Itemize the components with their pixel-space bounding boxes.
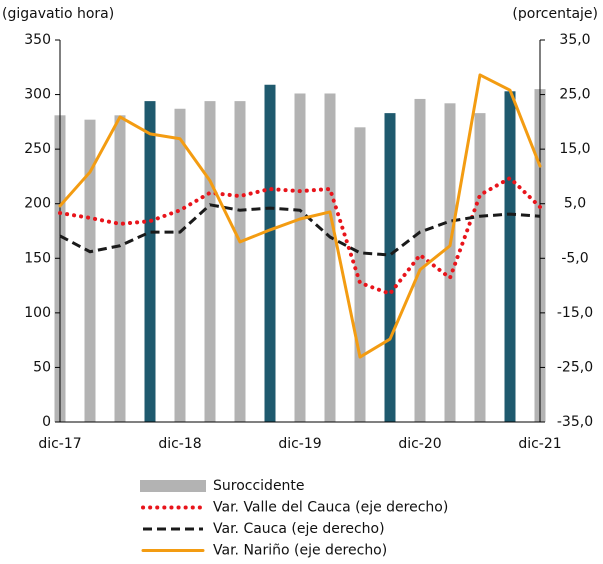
- y2-tick-label: -35,0: [557, 414, 593, 430]
- bar: [234, 101, 246, 423]
- y2-tick-label: 35,0: [559, 32, 590, 48]
- x-tick-label: dic-21: [518, 436, 561, 452]
- x-tick-label: dic-17: [38, 436, 81, 452]
- bar: [504, 91, 516, 422]
- legend-label: Suroccidente: [213, 478, 305, 494]
- bar: [174, 108, 186, 422]
- bar: [384, 113, 396, 422]
- y2-axis-title: (porcentaje): [512, 6, 598, 22]
- y2-tick-label: 5,0: [564, 196, 586, 212]
- y-tick-label: 250: [24, 141, 51, 157]
- y-tick-label: 350: [24, 32, 51, 48]
- y-tick-label: 300: [24, 87, 51, 103]
- y-tick-label: 200: [24, 196, 51, 212]
- y2-tick-label: -25,0: [557, 359, 593, 375]
- bar: [294, 93, 306, 422]
- x-tick-label: dic-20: [398, 436, 441, 452]
- bar: [324, 93, 336, 422]
- legend-label: Var. Valle del Cauca (eje derecho): [213, 500, 448, 516]
- legend-label: Var. Nariño (eje derecho): [213, 543, 387, 559]
- line-series: [58, 176, 542, 296]
- y-tick-label: 150: [24, 250, 51, 266]
- y2-tick-label: 25,0: [559, 87, 590, 103]
- y-tick-label: 50: [33, 359, 51, 375]
- y-tick-label: 100: [24, 305, 51, 321]
- bar: [114, 115, 126, 423]
- x-tick-label: dic-19: [278, 436, 321, 452]
- bar: [264, 84, 276, 423]
- bar: [474, 113, 486, 422]
- y2-tick-label: -15,0: [557, 305, 593, 321]
- bar: [84, 119, 96, 422]
- line-series: [58, 73, 542, 359]
- x-tick-label: dic-18: [158, 436, 201, 452]
- bar: [444, 103, 456, 422]
- bar: [144, 101, 156, 423]
- legend-label: Var. Cauca (eje derecho): [213, 521, 385, 537]
- legend-swatch: [140, 480, 206, 492]
- y2-tick-label: 15,0: [559, 141, 590, 157]
- line-series: [59, 203, 541, 257]
- bar: [354, 127, 366, 423]
- y-tick-label: 0: [42, 414, 51, 430]
- y2-tick-label: -5,0: [561, 250, 588, 266]
- bar: [204, 101, 216, 423]
- y-axis-title: (gigavatio hora): [2, 6, 114, 22]
- bar: [414, 98, 426, 423]
